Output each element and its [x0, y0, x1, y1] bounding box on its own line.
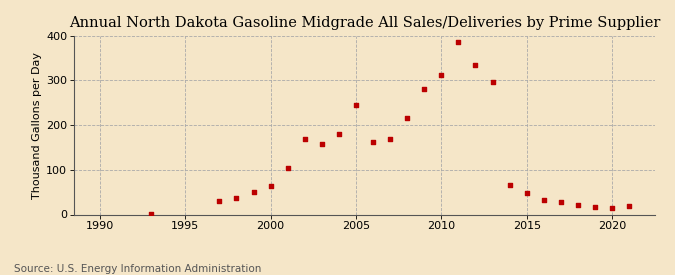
- Point: [607, 206, 618, 210]
- Point: [436, 73, 447, 77]
- Point: [487, 80, 498, 84]
- Point: [368, 139, 379, 144]
- Point: [248, 190, 259, 194]
- Point: [572, 202, 583, 207]
- Text: Source: U.S. Energy Information Administration: Source: U.S. Energy Information Administ…: [14, 264, 261, 274]
- Point: [504, 182, 515, 187]
- Y-axis label: Thousand Gallons per Day: Thousand Gallons per Day: [32, 52, 42, 199]
- Point: [350, 103, 361, 108]
- Point: [521, 191, 532, 195]
- Point: [453, 40, 464, 45]
- Point: [556, 200, 566, 204]
- Point: [299, 137, 310, 142]
- Point: [282, 166, 293, 171]
- Point: [589, 205, 600, 209]
- Point: [146, 211, 157, 216]
- Point: [333, 132, 344, 136]
- Point: [624, 204, 634, 209]
- Point: [265, 184, 276, 189]
- Title: Annual North Dakota Gasoline Midgrade All Sales/Deliveries by Prime Supplier: Annual North Dakota Gasoline Midgrade Al…: [69, 16, 660, 31]
- Point: [317, 142, 327, 146]
- Point: [385, 136, 396, 141]
- Point: [419, 87, 430, 92]
- Point: [470, 63, 481, 67]
- Point: [402, 116, 412, 121]
- Point: [231, 195, 242, 200]
- Point: [214, 199, 225, 203]
- Point: [539, 197, 549, 202]
